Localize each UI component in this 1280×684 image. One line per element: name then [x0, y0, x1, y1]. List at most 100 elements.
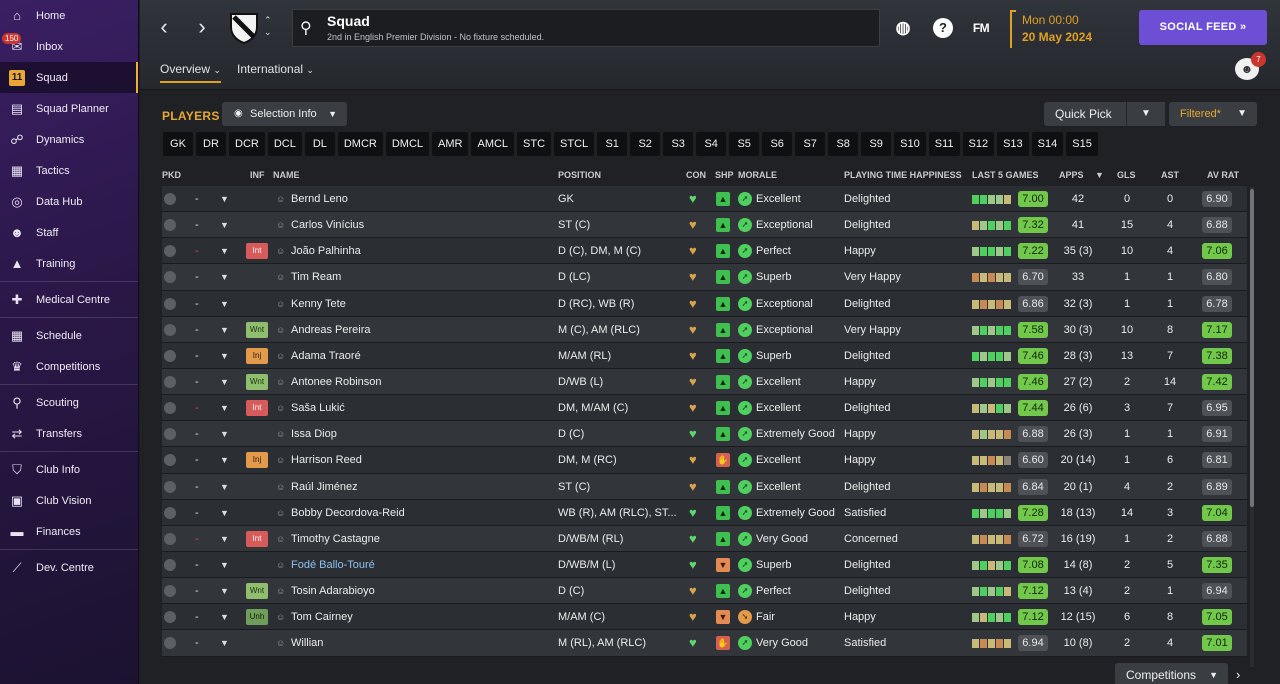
player-name[interactable]: Tim Ream [291, 271, 342, 284]
picked-toggle[interactable] [164, 558, 176, 571]
picked-toggle[interactable] [164, 219, 176, 232]
position-filter-dcr[interactable]: DCR [229, 132, 265, 156]
row-dropdown-icon[interactable]: ▼ [220, 481, 229, 492]
back-arrow-icon[interactable]: ‹ [160, 14, 168, 39]
picked-toggle[interactable] [164, 454, 176, 467]
position-filter-s7[interactable]: S7 [795, 132, 826, 156]
row-dropdown-icon[interactable]: ▼ [220, 429, 229, 440]
filter-button[interactable]: Filtered* ▼ [1169, 102, 1257, 126]
row-dropdown-icon[interactable]: ▼ [220, 376, 229, 387]
table-row[interactable]: - ▼ ☺ Carlos Vinícius ST (C) ♥ ▲ ➚ Exceptional De… [162, 212, 1247, 239]
row-dropdown-icon[interactable]: ▼ [220, 194, 229, 204]
scrollbar-thumb[interactable] [1250, 189, 1254, 507]
player-name[interactable]: Bernd Leno [291, 193, 348, 205]
sidebar-item-squad[interactable]: 11 Squad [0, 62, 138, 93]
row-dropdown-icon[interactable]: ▼ [220, 403, 229, 414]
position-filter-gk[interactable]: GK [163, 132, 193, 156]
fm-menu-button[interactable]: FM [972, 21, 990, 35]
row-dropdown-icon[interactable]: ▼ [220, 298, 229, 309]
position-filter-s12[interactable]: S12 [962, 132, 995, 156]
row-dropdown-icon[interactable]: ▼ [220, 324, 229, 335]
sidebar-item-dev-centre[interactable]: ⟋ Dev. Centre [0, 552, 138, 583]
row-dropdown-icon[interactable]: ▼ [220, 612, 229, 623]
help-icon[interactable]: ? [933, 18, 953, 38]
sidebar-item-staff[interactable]: ☻ Staff [0, 217, 138, 248]
position-filter-dr[interactable]: DR [196, 132, 226, 156]
globe-icon[interactable]: ◍ [895, 18, 911, 37]
tab-international[interactable]: International ⌄ [237, 62, 314, 76]
sidebar-item-club-vision[interactable]: ▣ Club Vision [0, 485, 138, 516]
position-filter-s2[interactable]: S2 [630, 132, 661, 156]
sidebar-item-competitions[interactable]: ♛ Competitions [0, 351, 138, 382]
table-row[interactable]: - ▼ Inj ☺ Harrison Reed DM, M (RC) ♥ ✋ ➚ Excellen… [162, 447, 1247, 474]
position-filter-dmcl[interactable]: DMCL [385, 132, 430, 156]
table-row[interactable]: - ▼ ☺ Tim Ream D (LC) ♥ ▲ ➚ Superb Very Happy 6.70… [162, 264, 1247, 291]
sidebar-item-medical-centre[interactable]: ✚ Medical Centre [0, 284, 138, 315]
col-playing-time[interactable]: PLAYING TIME HAPPINESS [844, 170, 962, 180]
table-row[interactable]: - ▼ Int ☺ Saša Lukić DM, M/AM (C) ♥ ▲ ➚ Excellent… [162, 395, 1247, 422]
player-name[interactable]: Antonee Robinson [291, 375, 382, 388]
sidebar-item-scouting[interactable]: ⚲ Scouting [0, 387, 138, 418]
table-row[interactable]: - ▼ ☺ Raúl Jiménez ST (C) ♥ ▲ ➚ Excellent Delight… [162, 473, 1247, 500]
player-name[interactable]: Fodé Ballo-Touré [291, 558, 375, 571]
col-morale[interactable]: MORALE [738, 170, 777, 180]
position-filter-s10[interactable]: S10 [894, 132, 926, 156]
table-row[interactable]: - ▼ Int ☺ Timothy Castagne D/WB/M (RL) ♥ ▲ ➚ Very… [162, 525, 1247, 552]
sidebar-item-inbox[interactable]: ✉ Inbox 150 [0, 31, 138, 62]
next-arrow-icon[interactable]: › [1236, 667, 1241, 682]
position-filter-dmcr[interactable]: DMCR [337, 132, 383, 156]
position-filter-s3[interactable]: S3 [663, 132, 694, 156]
position-filter-dcl[interactable]: DCL [267, 132, 302, 156]
player-name[interactable]: João Palhinha [291, 245, 361, 258]
row-dropdown-icon[interactable]: ▼ [220, 586, 229, 597]
picked-toggle[interactable] [164, 428, 176, 441]
col-name[interactable]: NAME [273, 170, 300, 180]
player-name[interactable]: Bobby Decordova-Reid [291, 506, 405, 519]
col-gls[interactable]: GLS [1117, 170, 1136, 180]
sidebar-item-dynamics[interactable]: ☍ Dynamics [0, 124, 138, 155]
sidebar-item-training[interactable]: ▲ Training [0, 248, 138, 279]
col-apps[interactable]: APPS [1059, 170, 1084, 180]
picked-toggle[interactable] [164, 375, 176, 388]
position-filter-dl[interactable]: DL [304, 132, 335, 156]
row-dropdown-icon[interactable]: ▼ [220, 220, 229, 231]
table-row[interactable]: - ▼ Inj ☺ Adama Traoré M/AM (RL) ♥ ▲ ➚ Superb Deli… [162, 342, 1247, 369]
table-row[interactable]: - ▼ ☺ Fodé Ballo-Touré D/WB/M (L) ♥ ▼ ➚ Superb De… [162, 551, 1247, 579]
col-avrat[interactable]: AV RAT [1207, 170, 1240, 180]
picked-toggle[interactable] [164, 297, 176, 310]
col-ast[interactable]: AST [1161, 170, 1179, 180]
position-filter-stcl[interactable]: STCL [554, 132, 595, 156]
player-name[interactable]: Tom Cairney [291, 611, 353, 624]
col-shp[interactable]: SHP [715, 170, 734, 180]
picked-toggle[interactable] [164, 480, 176, 493]
col-inf[interactable]: INF [250, 170, 265, 180]
quick-pick-chevron-icon[interactable]: ▼ [1126, 102, 1165, 126]
player-name[interactable]: Issa Diop [291, 428, 337, 441]
table-row[interactable]: - ▼ Wnt ☺ Antonee Robinson D/WB (L) ♥ ▲ ➚ Excelle… [162, 368, 1247, 396]
social-feed-button[interactable]: SOCIAL FEED » [1139, 10, 1267, 45]
col-last5[interactable]: LAST 5 GAMES [972, 170, 1039, 180]
position-filter-s15[interactable]: S15 [1066, 132, 1098, 156]
row-dropdown-icon[interactable]: ▼ [220, 533, 229, 544]
player-name[interactable]: Willian [291, 637, 324, 650]
sidebar-item-club-info[interactable]: ⛉ Club Info [0, 454, 138, 485]
sidebar-item-home[interactable]: ⌂ Home [0, 0, 138, 31]
search-icon[interactable]: ⚲ [300, 20, 312, 37]
picked-toggle[interactable] [164, 271, 176, 284]
position-filter-s4[interactable]: S4 [696, 132, 727, 156]
position-filter-amr[interactable]: AMR [432, 132, 469, 156]
table-row[interactable]: - ▼ Unh ☺ Tom Cairney M/AM (C) ♥ ▼ ➘ Fair Happy 7.1… [162, 604, 1247, 631]
club-crest-icon[interactable] [228, 11, 260, 45]
row-dropdown-icon[interactable]: ▼ [220, 350, 229, 361]
picked-toggle[interactable] [164, 506, 176, 519]
sidebar-item-finances[interactable]: ▬ Finances [0, 516, 138, 547]
table-row[interactable]: - ▼ ☺ Willian M (RL), AM (RLC) ♥ ✋ ➚ Very Good Sa… [162, 630, 1247, 657]
row-dropdown-icon[interactable]: ▼ [220, 246, 229, 257]
competitions-button[interactable]: Competitions ▼ [1115, 663, 1228, 684]
col-pkd[interactable]: PKD [162, 170, 182, 180]
picked-toggle[interactable] [164, 637, 176, 650]
player-name[interactable]: Andreas Pereira [291, 323, 371, 336]
row-dropdown-icon[interactable]: ▼ [220, 507, 229, 518]
position-filter-s6[interactable]: S6 [762, 132, 793, 156]
position-filter-s5[interactable]: S5 [729, 132, 760, 156]
